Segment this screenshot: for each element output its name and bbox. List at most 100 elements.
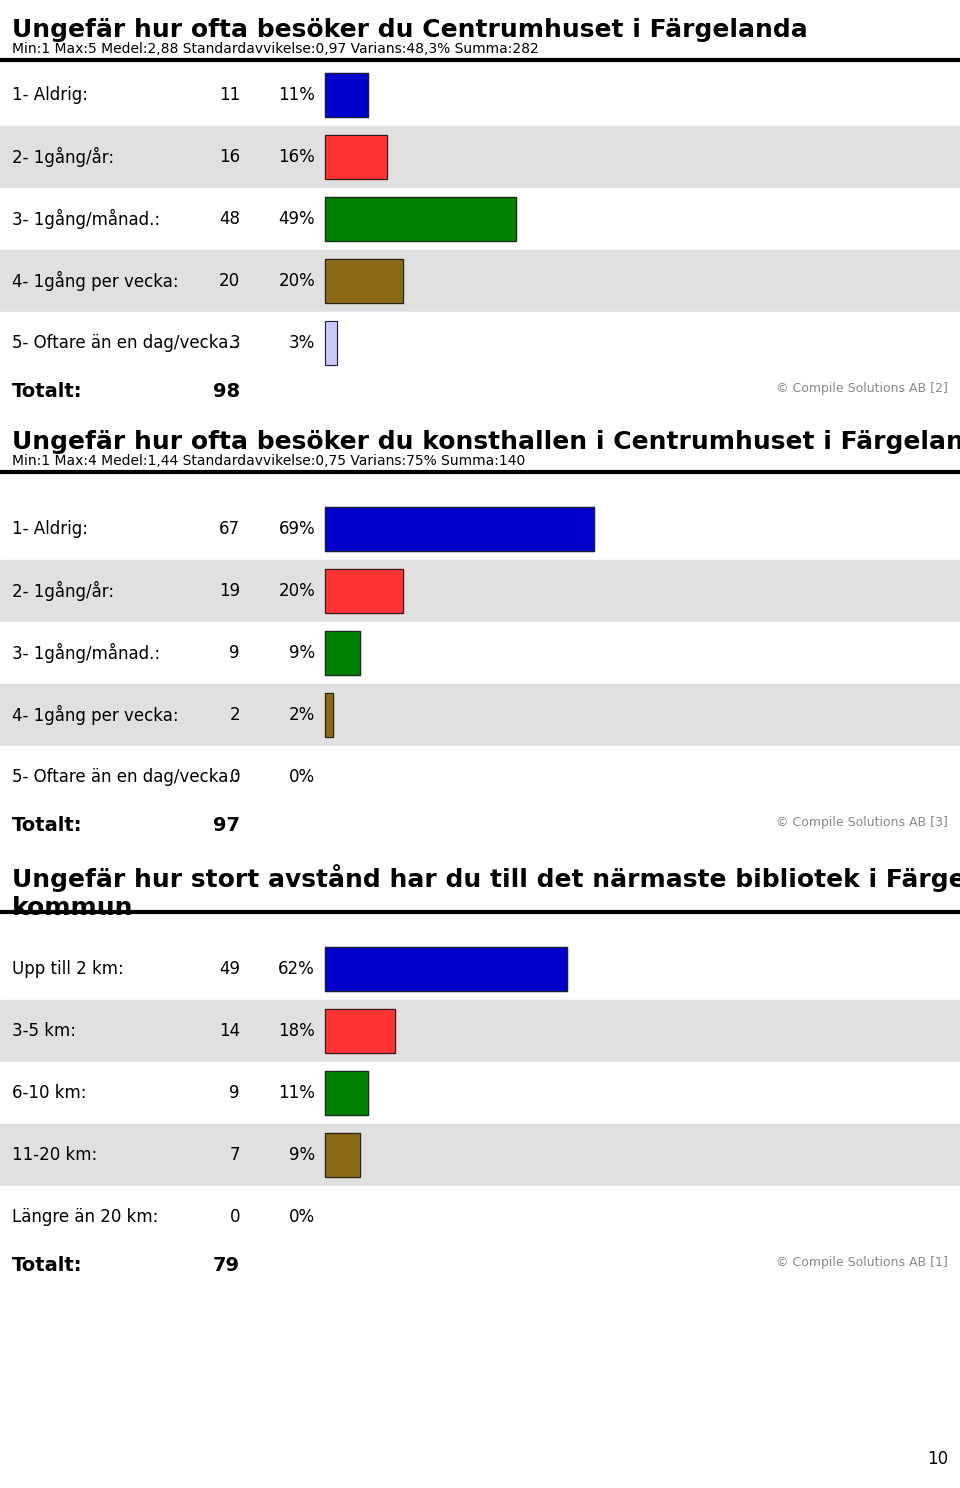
Text: Totalt:: Totalt: [12, 815, 83, 835]
Bar [325, 73, 368, 116]
Bar [325, 198, 516, 241]
Bar [325, 1009, 396, 1052]
Bar [0, 1062, 960, 1123]
Text: 16%: 16% [278, 147, 315, 167]
Text: 0: 0 [229, 1208, 240, 1226]
Text: 62%: 62% [278, 960, 315, 978]
Bar [325, 135, 388, 179]
Text: 2- 1gång/år:: 2- 1gång/år: [12, 580, 114, 601]
Bar [325, 507, 594, 551]
Text: Totalt:: Totalt: [12, 1256, 83, 1275]
Text: Totalt:: Totalt: [12, 382, 83, 400]
Text: 5- Oftare än en dag/vecka.:: 5- Oftare än en dag/vecka.: [12, 768, 239, 786]
Text: 3- 1gång/månad.:: 3- 1gång/månad.: [12, 208, 160, 229]
Text: 20%: 20% [278, 582, 315, 600]
Text: 11-20 km:: 11-20 km: [12, 1146, 97, 1164]
Bar [0, 126, 960, 187]
Bar [325, 1134, 360, 1177]
Bar [0, 250, 960, 312]
Text: 0: 0 [229, 768, 240, 786]
Text: 4- 1gång per vecka:: 4- 1gång per vecka: [12, 705, 179, 725]
Text: 1- Aldrig:: 1- Aldrig: [12, 86, 88, 104]
Bar [325, 693, 333, 737]
Bar [0, 622, 960, 684]
Bar [325, 321, 337, 365]
Bar [325, 1071, 368, 1115]
Text: Upp till 2 km:: Upp till 2 km: [12, 960, 124, 978]
Text: 9%: 9% [289, 644, 315, 662]
Bar [325, 1009, 396, 1052]
Text: 3- 1gång/månad.:: 3- 1gång/månad.: [12, 643, 160, 664]
Bar [325, 570, 403, 613]
Text: 49: 49 [219, 960, 240, 978]
Bar [325, 693, 333, 737]
Bar [325, 321, 337, 365]
Text: 1- Aldrig:: 1- Aldrig: [12, 519, 88, 539]
Text: © Compile Solutions AB [1]: © Compile Solutions AB [1] [776, 1256, 948, 1269]
Text: © Compile Solutions AB [2]: © Compile Solutions AB [2] [776, 382, 948, 394]
Bar [0, 498, 960, 559]
Text: 3%: 3% [289, 333, 315, 353]
Text: 2%: 2% [289, 705, 315, 725]
Bar [325, 948, 566, 991]
Bar [0, 1000, 960, 1062]
Text: 69%: 69% [278, 519, 315, 539]
Text: 4- 1gång per vecka:: 4- 1gång per vecka: [12, 271, 179, 292]
Text: 11%: 11% [278, 1083, 315, 1103]
Text: 11: 11 [219, 86, 240, 104]
Text: Ungefär hur stort avstånd har du till det närmaste bibliotek i Färgelanda
kommun: Ungefär hur stort avstånd har du till de… [12, 865, 960, 920]
Text: 7: 7 [229, 1146, 240, 1164]
Bar [325, 631, 360, 674]
Text: 20%: 20% [278, 272, 315, 290]
Text: Ungefär hur ofta besöker du konsthallen i Centrumhuset i Färgelanda?: Ungefär hur ofta besöker du konsthallen … [12, 430, 960, 454]
Bar [0, 937, 960, 1000]
Text: 67: 67 [219, 519, 240, 539]
Bar [325, 1071, 368, 1115]
Text: 9%: 9% [289, 1146, 315, 1164]
Text: 3: 3 [229, 333, 240, 353]
Bar [0, 64, 960, 126]
Bar [325, 198, 516, 241]
Text: © Compile Solutions AB [3]: © Compile Solutions AB [3] [776, 815, 948, 829]
Text: 97: 97 [213, 815, 240, 835]
Text: 3-5 km:: 3-5 km: [12, 1022, 76, 1040]
Text: 98: 98 [213, 382, 240, 400]
Bar [0, 1186, 960, 1248]
Text: Längre än 20 km:: Längre än 20 km: [12, 1208, 158, 1226]
Text: 2- 1gång/år:: 2- 1gång/år: [12, 147, 114, 167]
Text: 49%: 49% [278, 210, 315, 228]
Bar [325, 259, 403, 302]
Text: 10: 10 [926, 1449, 948, 1469]
Bar [325, 948, 566, 991]
Text: 5- Oftare än en dag/vecka.:: 5- Oftare än en dag/vecka.: [12, 333, 239, 353]
Text: 9: 9 [229, 1083, 240, 1103]
Bar [0, 559, 960, 622]
Text: 2: 2 [229, 705, 240, 725]
Text: 0%: 0% [289, 1208, 315, 1226]
Bar [325, 631, 360, 674]
Bar [325, 259, 403, 302]
Bar [0, 312, 960, 373]
Text: 48: 48 [219, 210, 240, 228]
Text: 6-10 km:: 6-10 km: [12, 1083, 86, 1103]
Text: 0%: 0% [289, 768, 315, 786]
Text: 18%: 18% [278, 1022, 315, 1040]
Text: 11%: 11% [278, 86, 315, 104]
Text: 19: 19 [219, 582, 240, 600]
Bar [0, 684, 960, 745]
Text: 16: 16 [219, 147, 240, 167]
Bar [325, 507, 594, 551]
Text: 79: 79 [213, 1256, 240, 1275]
Bar [325, 1134, 360, 1177]
Text: Min:1 Max:4 Medel:1,44 Standardavvikelse:0,75 Varians:75% Summa:140: Min:1 Max:4 Medel:1,44 Standardavvikelse… [12, 454, 525, 469]
Bar [325, 570, 403, 613]
Text: 9: 9 [229, 644, 240, 662]
Bar [0, 1123, 960, 1186]
Text: Ungefär hur ofta besöker du Centrumhuset i Färgelanda: Ungefär hur ofta besöker du Centrumhuset… [12, 18, 807, 42]
Bar [0, 187, 960, 250]
Bar [325, 73, 368, 116]
Text: Min:1 Max:5 Medel:2,88 Standardavvikelse:0,97 Varians:48,3% Summa:282: Min:1 Max:5 Medel:2,88 Standardavvikelse… [12, 42, 539, 57]
Text: 14: 14 [219, 1022, 240, 1040]
Bar [325, 135, 388, 179]
Text: 20: 20 [219, 272, 240, 290]
